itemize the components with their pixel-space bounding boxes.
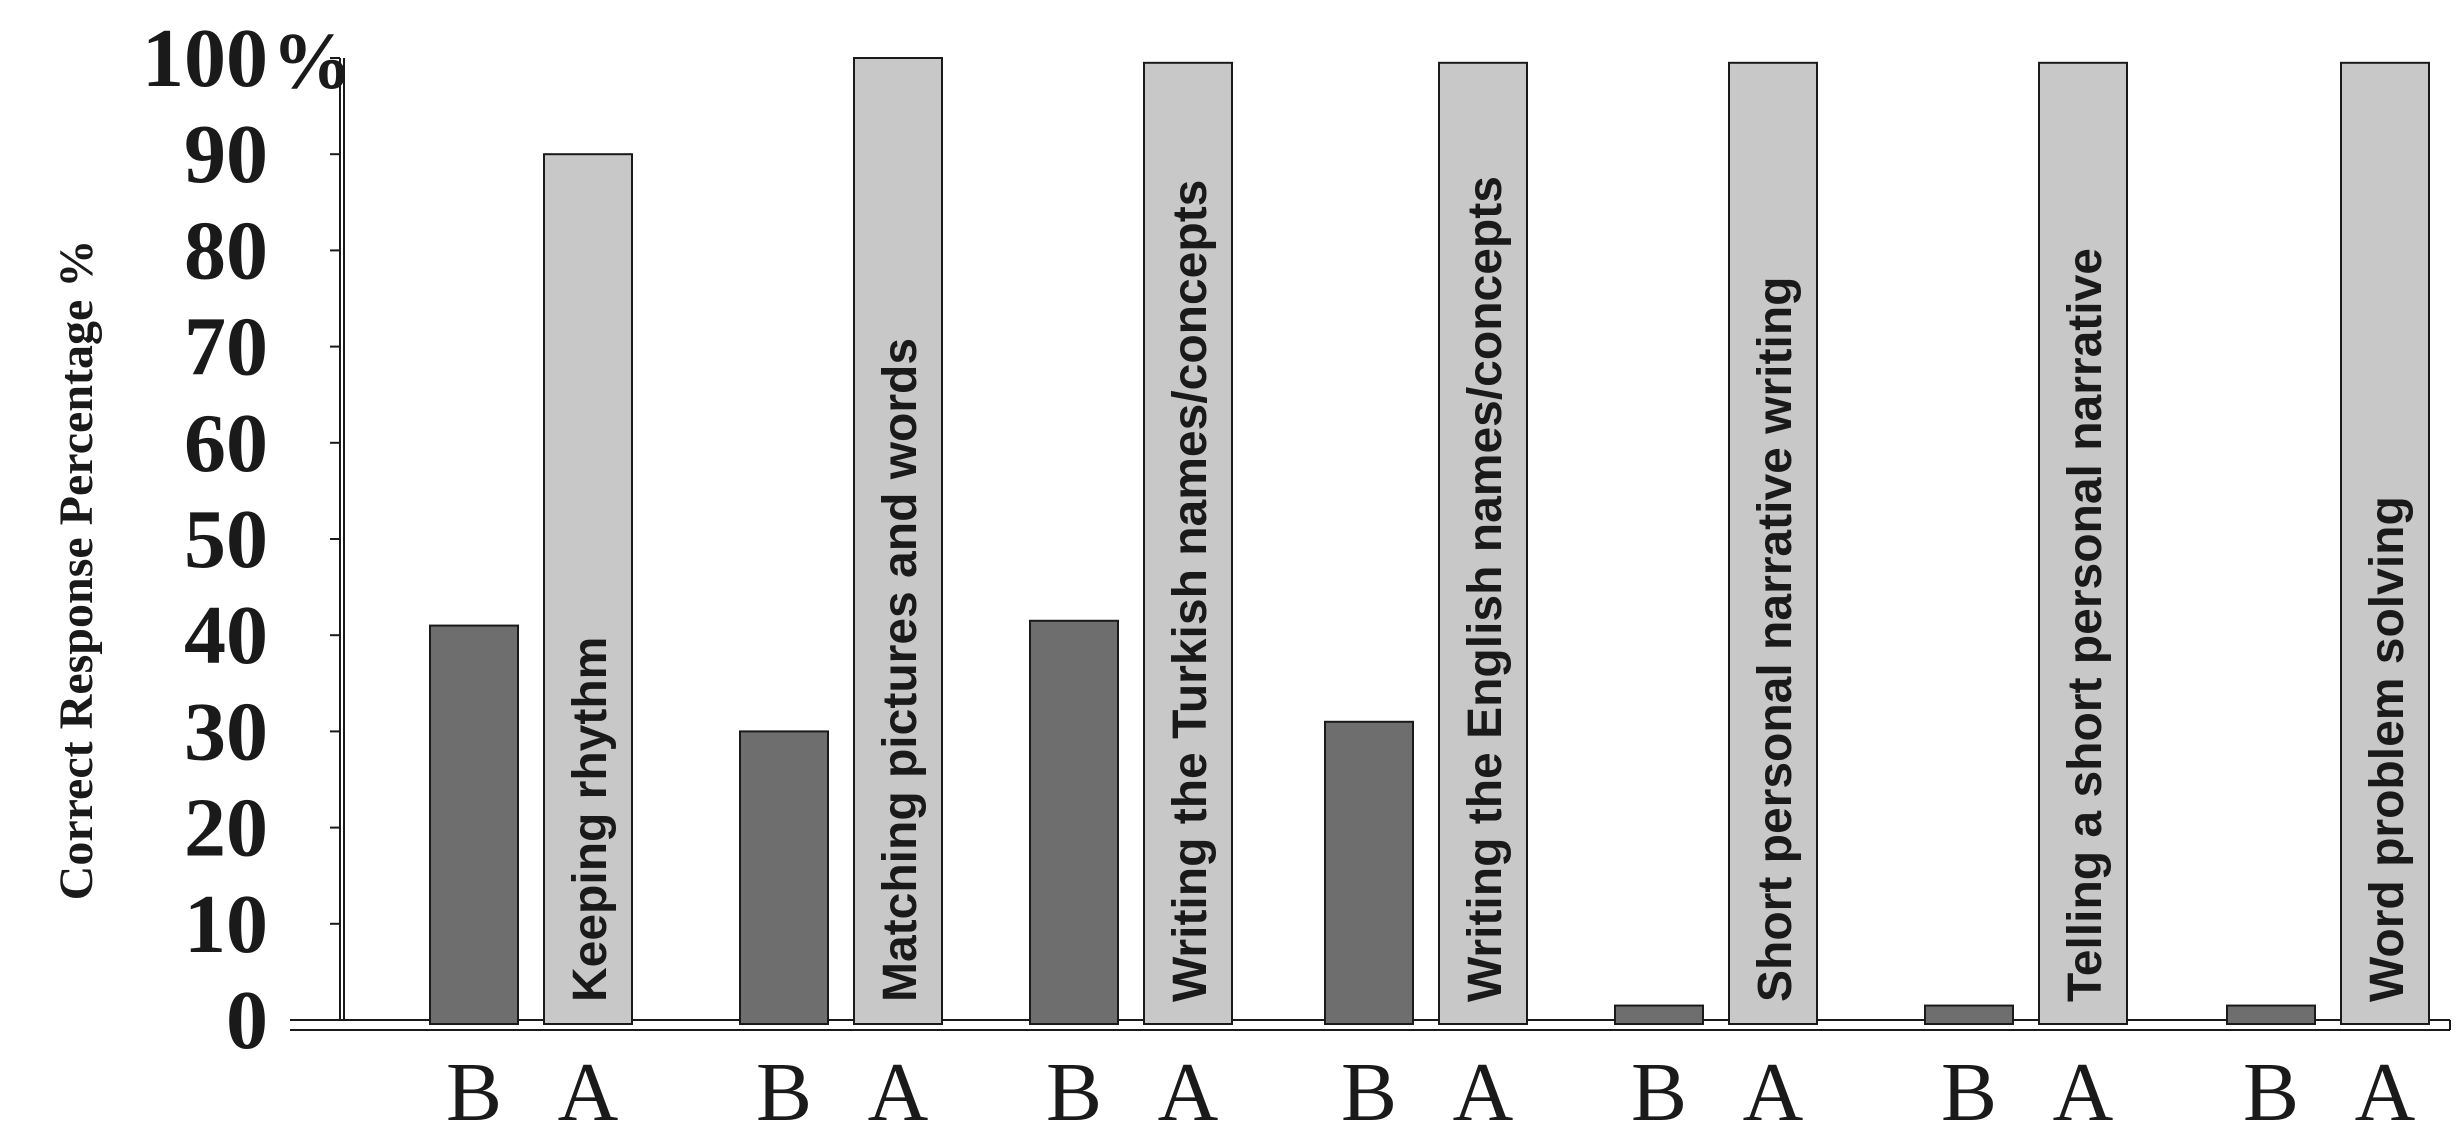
x-tick-label-A: A [868,1046,929,1139]
bars: Keeping rhythm Matching pictures and word… [429,57,2430,1026]
bar-A [853,57,943,1025]
x-tick-label-A: A [558,1046,619,1139]
x-tick-label-B: B [756,1046,812,1139]
y-tick-label: 100 [142,12,268,105]
bar-B [429,624,519,1026]
bar-category-label: Writing the Turkish names/concepts [1164,180,1217,1002]
bar-A [2340,61,2430,1026]
bar-category-label: Word problem solving [2361,496,2414,1002]
x-tick-label-A: A [2355,1046,2416,1139]
y-axis-label: Correct Response Percentage % [50,240,103,901]
bar-A [1438,61,1528,1026]
bar-B [1924,1004,2014,1026]
bar-category-label: Telling a short personal narrative [2059,248,2112,1002]
y-tick-label: 30 [184,685,268,778]
y-tick-label: 90 [184,108,268,201]
y-tick-label: 60 [184,397,268,490]
bar-B [1029,619,1119,1026]
y-tick-label: 80 [184,204,268,297]
y-tick-label: 50 [184,493,268,586]
y-tick-unit: % [272,18,352,106]
bar-B [739,730,829,1026]
y-tick-label: 20 [184,782,268,875]
y-tick-label: 70 [184,301,268,394]
bar-A [2038,61,2128,1026]
bar-B [2226,1004,2316,1026]
bar-A [1728,61,1818,1026]
x-tick-label-B: B [1941,1046,1997,1139]
x-tick-label-A: A [1453,1046,1514,1139]
y-tick-label: 10 [184,878,268,971]
x-tick-label-A: A [1158,1046,1219,1139]
bar-category-label: Keeping rhythm [564,637,617,1002]
bar-B [1324,720,1414,1026]
bar-category-label: Writing the English names/concepts [1459,176,1512,1002]
y-tick-label: 40 [184,589,268,682]
x-tick-label-B: B [1341,1046,1397,1139]
x-tick-label-B: B [446,1046,502,1139]
x-tick-label-A: A [1743,1046,1804,1139]
x-tick-label-A: A [2053,1046,2114,1139]
x-tick-label-B: B [1046,1046,1102,1139]
bar-category-label: Short personal narrative writing [1749,277,1802,1002]
x-tick-label-B: B [1631,1046,1687,1139]
bar-A [543,153,633,1025]
bar-A [1143,61,1233,1026]
bar-B [1614,1004,1704,1026]
x-tick-label-B: B [2243,1046,2299,1139]
y-tick-label: 0 [226,974,268,1067]
bar-category-label: Matching pictures and words [874,338,927,1002]
